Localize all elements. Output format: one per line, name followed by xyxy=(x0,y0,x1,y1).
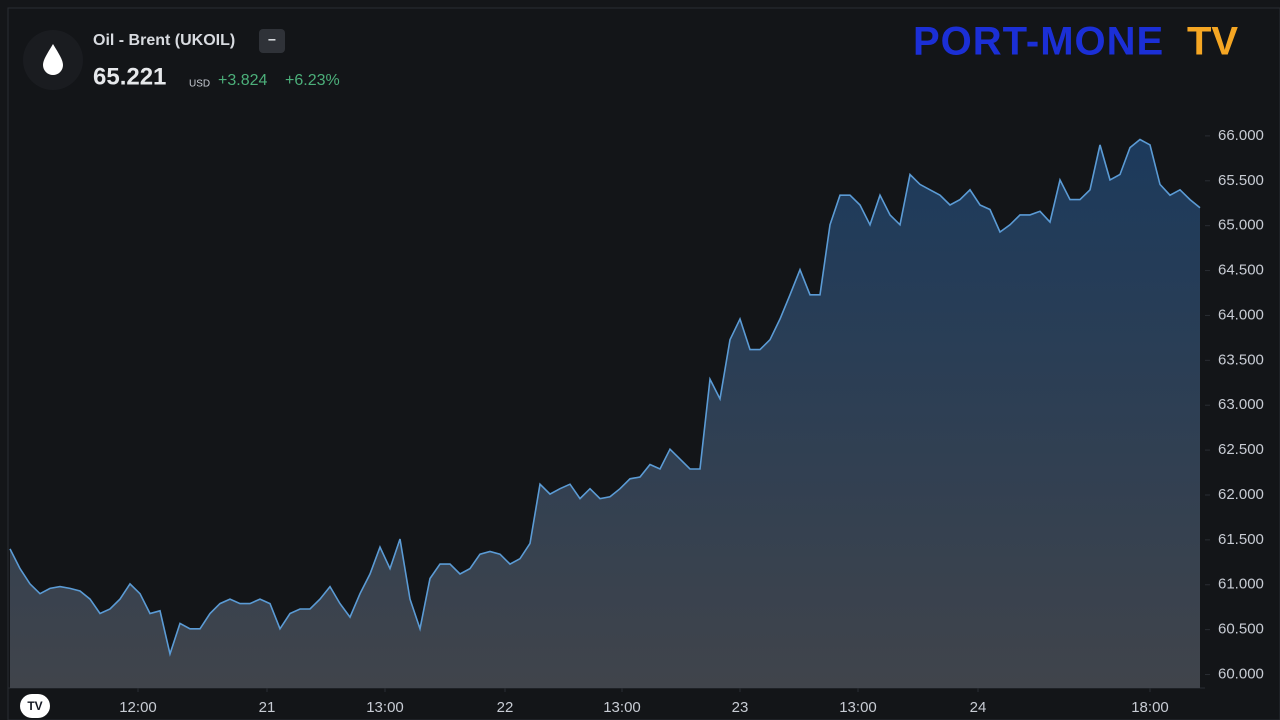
y-tick-label: 66.000 xyxy=(1218,127,1264,144)
watermark: PORT-MONE xyxy=(913,20,1164,64)
y-tick-label: 65.500 xyxy=(1218,172,1264,189)
price-line xyxy=(9,138,1201,657)
interval-button-label[interactable]: − xyxy=(268,32,276,48)
logo[interactable]: TV xyxy=(27,699,42,713)
x-tick-label: 12:00 xyxy=(119,699,157,716)
x-tick-label: 18:00 xyxy=(1131,699,1169,716)
y-tick-label: 64.500 xyxy=(1218,262,1264,279)
x-tick-label: 22 xyxy=(497,699,514,716)
oil-drop-icon xyxy=(43,44,63,75)
area-fill xyxy=(10,139,1200,688)
y-tick-label: 60.000 xyxy=(1218,666,1264,683)
logo-badge[interactable] xyxy=(20,694,50,718)
y-tick-label: 63.000 xyxy=(1218,396,1264,413)
y-tick-label: 65.000 xyxy=(1218,217,1264,234)
y-tick-label: 60.500 xyxy=(1218,621,1264,638)
y-tick-label: 62.500 xyxy=(1218,441,1264,458)
y-tick-label: 62.000 xyxy=(1218,486,1264,503)
change-percent: +6.23% xyxy=(285,72,340,89)
y-tick-label: 64.000 xyxy=(1218,306,1264,323)
x-tick-label: 13:00 xyxy=(839,699,877,716)
x-tick-label: 23 xyxy=(732,699,749,716)
interval-button[interactable] xyxy=(259,29,285,53)
x-tick-label: 13:00 xyxy=(603,699,641,716)
y-tick-label: 63.500 xyxy=(1218,351,1264,368)
change: +3.824 xyxy=(218,72,267,89)
x-tick-label: 13:00 xyxy=(366,699,404,716)
price: 65.221 xyxy=(93,63,166,90)
y-tick-label: 61.500 xyxy=(1218,531,1264,548)
symbol-name: Oil - Brent (UKOIL) xyxy=(93,32,235,49)
watermark-suffix: TV xyxy=(1187,20,1238,64)
x-tick-label: 21 xyxy=(259,699,276,716)
currency: USD xyxy=(189,79,210,90)
y-tick-label: 61.000 xyxy=(1218,576,1264,593)
x-tick-label: 24 xyxy=(970,699,987,716)
